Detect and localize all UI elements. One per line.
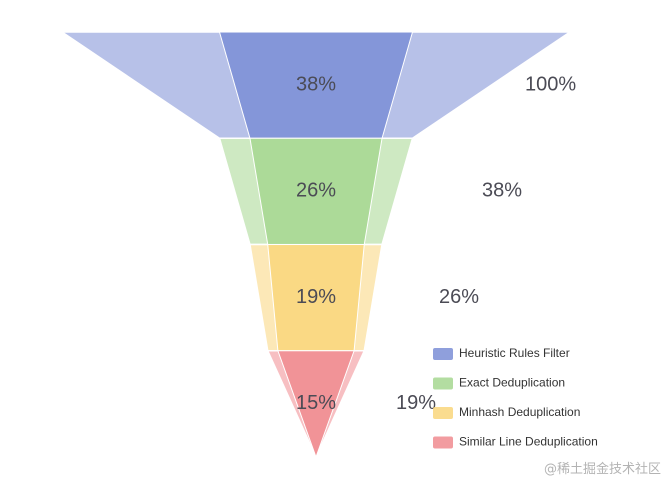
outer-value-label: 100% [525,73,576,95]
funnel-labels: 38% 100% 26% 38% 19% 26% 15% 19% [296,73,576,414]
outer-value-label: 38% [482,180,522,202]
watermark: @稀土掘金技术社区 [543,462,661,477]
inner-funnel-segment[interactable] [277,350,355,459]
inner-value-label: 26% [296,180,336,202]
legend: Heuristic Rules Filter Exact Deduplicatio… [433,346,598,449]
legend-label: Heuristic Rules Filter [459,346,570,360]
legend-item[interactable]: Heuristic Rules Filter [433,346,570,360]
legend-item[interactable]: Minhash Deduplication [433,405,580,419]
outer-value-label: 19% [396,392,436,414]
legend-label: Exact Deduplication [459,376,565,390]
inner-value-label: 38% [296,73,336,95]
legend-label: Similar Line Deduplication [459,435,598,449]
legend-swatch [433,407,453,419]
legend-item[interactable]: Exact Deduplication [433,376,565,390]
inner-value-label: 15% [296,392,336,414]
legend-label: Minhash Deduplication [459,405,580,419]
inner-value-label: 19% [296,286,336,308]
legend-swatch [433,348,453,360]
legend-item[interactable]: Similar Line Deduplication [433,435,598,449]
legend-swatch [433,436,453,449]
outer-value-label: 26% [439,286,479,308]
legend-swatch [433,377,453,390]
inner-funnel-series [218,31,414,459]
